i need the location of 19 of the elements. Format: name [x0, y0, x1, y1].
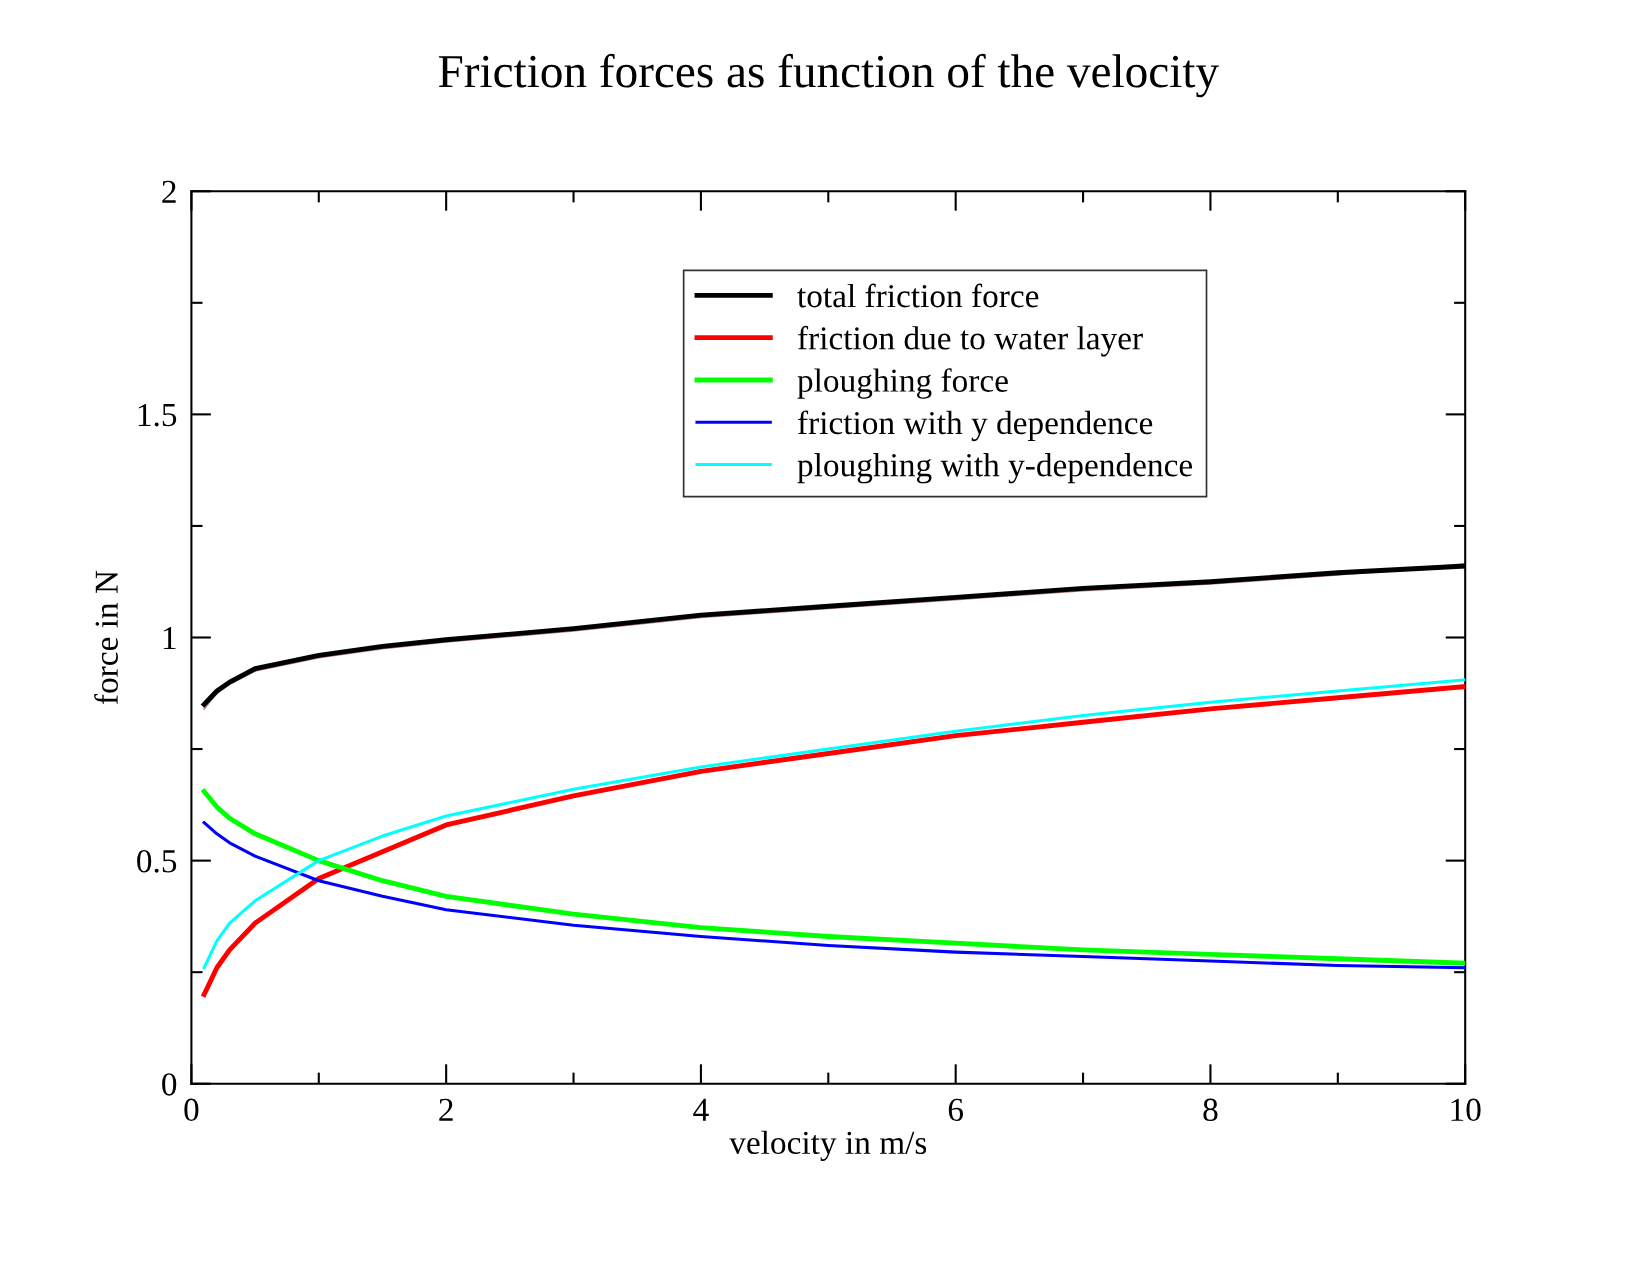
x-tick-label: 6 [948, 1098, 964, 1122]
legend-label: ploughing force [797, 368, 1008, 399]
y-axis-title: force in N [94, 570, 118, 705]
legend-label: friction due to water layer [798, 325, 1143, 357]
x-axis-title: velocity in m/s [729, 1130, 927, 1161]
y-tick-label: 2 [162, 180, 176, 203]
y-tick-label: 0.5 [137, 850, 177, 873]
y-tick-label: 0 [162, 1073, 177, 1096]
y-tick-label: 1.5 [138, 403, 177, 427]
x-tick-label: 4 [693, 1098, 709, 1121]
x-tick-label: 8 [1203, 1098, 1218, 1122]
chart-title: Friction forces as function of the velocity [438, 53, 1219, 98]
x-tick-label: 2 [439, 1098, 453, 1121]
legend-label: total friction force [797, 283, 1039, 308]
x-tick-label: 0 [184, 1098, 199, 1122]
y-tick-label: 1 [163, 627, 176, 650]
legend-label: ploughing with y-dependence [797, 453, 1193, 484]
x-tick-label: 10 [1451, 1098, 1481, 1122]
legend-label: friction with y dependence [798, 410, 1153, 442]
